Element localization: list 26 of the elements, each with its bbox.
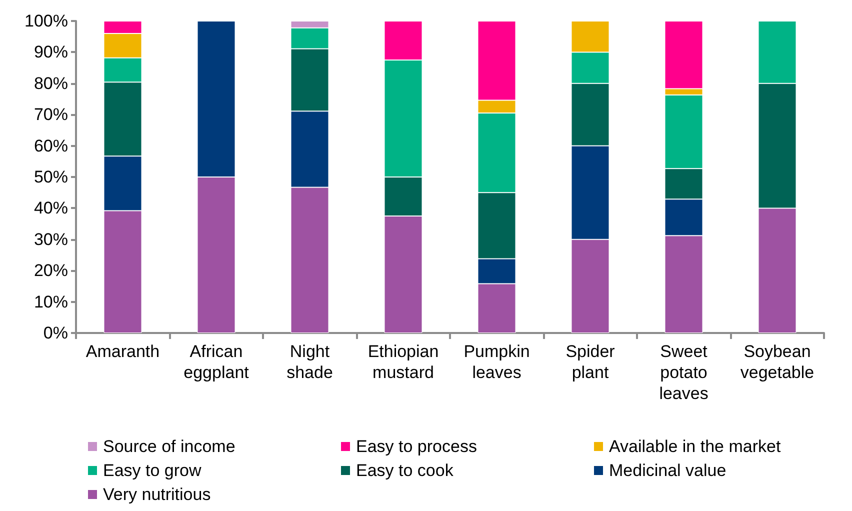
x-tick-label: Sweet potato leaves	[659, 342, 708, 403]
y-tick-label: 70%	[34, 105, 68, 124]
legend-label: Easy to cook	[356, 461, 454, 480]
y-tick-label: 40%	[34, 198, 68, 218]
legend-label: Easy to process	[356, 437, 477, 456]
y-tick-label: 50%	[34, 168, 68, 186]
x-tick-label: Pumpkin leaves	[464, 342, 530, 382]
legend-label: Medicinal value	[609, 461, 726, 480]
y-tick-label: 80%	[34, 74, 68, 93]
y-tick-label: 90%	[34, 42, 68, 62]
y-tick-label: 60%	[34, 136, 68, 156]
x-tick-label: Soybean vegetable	[740, 342, 814, 382]
y-tick-label: 100%	[24, 12, 68, 30]
legend-label: Available in the market	[609, 437, 781, 456]
y-tick-label: 30%	[34, 230, 68, 249]
legend-label: Easy to grow	[103, 461, 202, 480]
y-tick-label: 10%	[34, 292, 68, 312]
x-tick-label: Night shade	[286, 342, 333, 382]
legend-label: Source of income	[103, 437, 236, 456]
x-tick-label: African eggplant	[184, 342, 250, 382]
y-tick-label: 20%	[34, 261, 68, 280]
y-tick-label: 0%	[43, 324, 68, 342]
x-tick-label: Ethiopian mustard	[368, 342, 439, 382]
legend-label: Very nutritious	[103, 485, 211, 504]
x-tick-label: Spider plant	[566, 342, 616, 382]
x-tick-label: Amaranth	[86, 342, 160, 361]
